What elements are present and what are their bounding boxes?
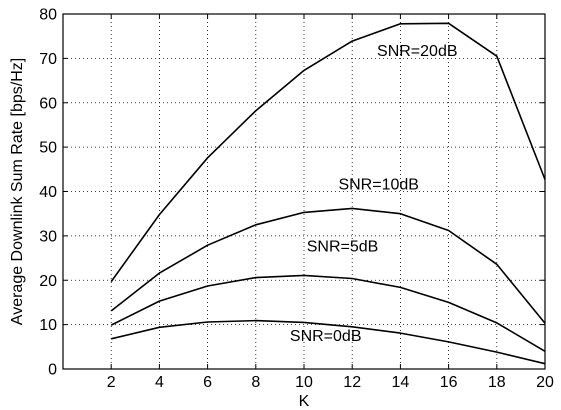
x-tick-label: 4 <box>155 374 164 391</box>
series-labels: SNR=20dB SNR=10dB SNR=5dB SNR=0dB <box>290 43 458 345</box>
y-tick-label: 40 <box>39 184 57 201</box>
x-tick-label: 12 <box>343 374 361 391</box>
x-tick-label: 8 <box>251 374 260 391</box>
y-tick-label: 0 <box>48 362 57 379</box>
y-tick-label: 30 <box>39 228 57 245</box>
y-tick-label: 20 <box>39 273 57 290</box>
x-tick-label: 2 <box>107 374 116 391</box>
series-label: SNR=5dB <box>307 238 379 255</box>
series-label: SNR=20dB <box>377 43 458 60</box>
series-line <box>110 207 546 324</box>
series-line <box>110 22 546 283</box>
axis-ticks: 2 4 6 8 10 12 14 16 18 20 0 10 20 30 40 50 60 70 80 <box>39 7 554 392</box>
x-tick-label: 20 <box>536 374 554 391</box>
x-tick-label: 6 <box>203 374 212 391</box>
y-tick-label: 60 <box>39 95 57 112</box>
x-tick-label: 10 <box>295 374 313 391</box>
series-lines <box>110 22 546 365</box>
y-tick-label: 80 <box>39 7 57 24</box>
y-axis-label: Average Downlink Sum Rate [bps/Hz] <box>9 58 26 325</box>
y-tick-label: 10 <box>39 317 57 334</box>
x-axis-label: K <box>299 393 310 410</box>
grid <box>63 14 545 369</box>
series-line <box>111 319 546 365</box>
y-tick-label: 50 <box>39 140 57 157</box>
x-tick-label: 14 <box>392 374 410 391</box>
series-label: SNR=10dB <box>338 176 419 193</box>
x-tick-label: 18 <box>488 374 506 391</box>
y-tick-label: 70 <box>39 51 57 68</box>
series-line <box>110 274 546 352</box>
x-tick-label: 16 <box>440 374 458 391</box>
series-label: SNR=0dB <box>290 328 362 345</box>
